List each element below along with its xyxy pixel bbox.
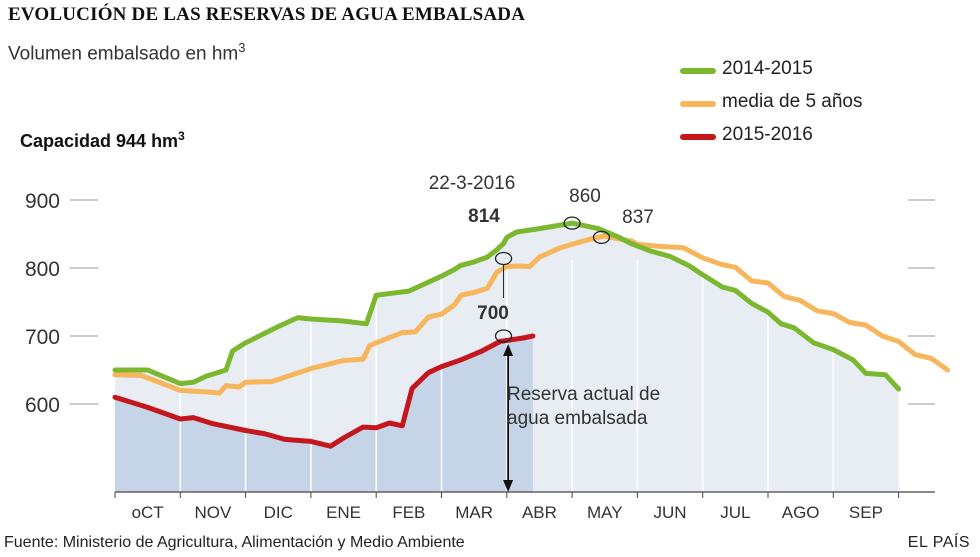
- line-2015-2016: [112, 333, 536, 449]
- y-tick-label: 700: [25, 326, 60, 349]
- x-tick-label: ENE: [326, 503, 361, 522]
- capacity-text: Capacidad 944 hm: [20, 131, 179, 151]
- capacity-unit-sup: 3: [178, 129, 185, 143]
- chart-title: EVOLUCIÓN DE LAS RESERVAS DE AGUA EMBALS…: [8, 4, 526, 25]
- annotation-arrow-text-2: agua embalsada: [507, 408, 648, 429]
- x-tick-label: MAR: [455, 503, 493, 522]
- annotation-arrow-text-1: Reserva actual de: [507, 384, 660, 405]
- source-note: Fuente: Ministerio de Agricultura, Alime…: [4, 534, 465, 551]
- chart-subtitle: Volumen embalsado en hm3: [8, 40, 246, 65]
- x-tick-label: MAY: [587, 503, 623, 522]
- annotation-814: 814: [468, 206, 500, 227]
- y-tick-label: 800: [25, 258, 60, 281]
- x-tick-label: JUN: [654, 503, 687, 522]
- annotation-700: 700: [477, 303, 509, 324]
- subtitle-unit-sup: 3: [238, 40, 246, 55]
- x-tick-label: NOV: [195, 503, 233, 522]
- x-tick-label: SEP: [849, 503, 883, 522]
- line-media-5-anos: [112, 233, 951, 396]
- annotation-date: 22-3-2016: [429, 173, 516, 194]
- legend-swatch-red: [680, 134, 716, 140]
- brand-logo-text: EL PAÍS: [907, 534, 970, 551]
- legend-swatch-green: [680, 68, 716, 74]
- x-tick-label: ABR: [522, 503, 557, 522]
- legend-label: 2015-2016: [722, 124, 813, 145]
- x-tick-label: JUL: [720, 503, 750, 522]
- subtitle-text: Volumen embalsado en hm: [8, 43, 239, 65]
- x-tick-label: AGO: [782, 503, 820, 522]
- marker-circle-837: [592, 230, 611, 245]
- annotation-837: 837: [622, 207, 654, 228]
- x-tick-label: DIC: [264, 503, 293, 522]
- y-tick-label: 900: [25, 190, 60, 213]
- x-tick-label: FEB: [392, 503, 425, 522]
- legend-swatch-orange: [680, 101, 716, 107]
- reserve-arrow-head-up: [503, 344, 514, 356]
- line-2014-2015: [112, 220, 902, 392]
- x-tick-label: oCT: [132, 503, 164, 522]
- reserve-arrow-head-down: [503, 480, 514, 492]
- legend-label: media de 5 años: [722, 91, 863, 112]
- legend-label: 2014-2015: [722, 58, 813, 79]
- capacity-label: Capacidad 944 hm3: [20, 129, 185, 152]
- marker-circle-700: [494, 329, 513, 343]
- y-tick-label: 600: [25, 394, 60, 417]
- marker-circle-860: [563, 216, 581, 230]
- marker-circle-814: [494, 251, 513, 266]
- annotation-860: 860: [569, 186, 601, 207]
